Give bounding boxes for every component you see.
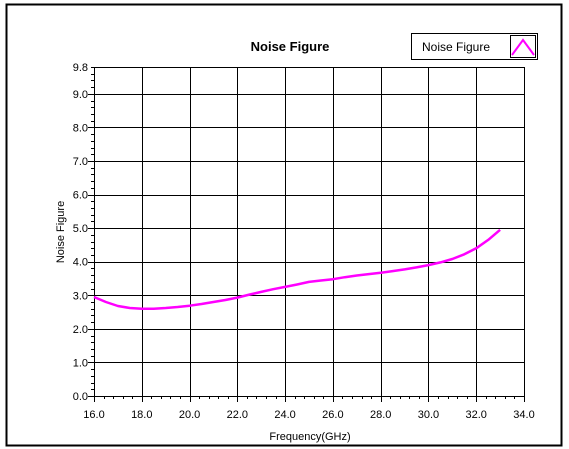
y-tick-label: 8.0 <box>73 122 88 134</box>
legend-swatch-line <box>511 38 535 56</box>
legend-swatch <box>510 35 536 58</box>
series-line-noise-figure <box>93 228 501 310</box>
x-tick-label: 18.0 <box>131 409 152 421</box>
x-tick-label: 34.0 <box>513 409 534 421</box>
y-tick-label: 9.0 <box>73 89 88 101</box>
y-tick-label: 5.0 <box>73 223 88 235</box>
x-tick-label: 24.0 <box>274 409 295 421</box>
y-tick-label: 7.0 <box>73 156 88 168</box>
y-tick-label: 9.8 <box>73 62 88 74</box>
x-tick-label: 30.0 <box>418 409 439 421</box>
x-tick-label: 28.0 <box>370 409 391 421</box>
x-axis-label: Frequency(GHz) <box>269 431 350 443</box>
x-tick-label: 26.0 <box>322 409 343 421</box>
x-tick-label: 32.0 <box>466 409 487 421</box>
y-tick-label: 0.0 <box>73 391 88 403</box>
legend-label: Noise Figure <box>422 40 490 54</box>
chart-frame <box>5 3 563 447</box>
y-tick-labels: 0.0 1.0 2.0 3.0 4.0 5.0 6.0 7.0 8.0 9.0 9.8 <box>73 62 88 403</box>
y-tick-label: 3.0 <box>73 290 88 302</box>
y-tick-label: 2.0 <box>73 324 88 336</box>
legend: Noise Figure <box>411 33 538 60</box>
y-tick-label: 1.0 <box>73 357 88 369</box>
plot-area <box>94 67 525 397</box>
x-tick-labels: 16.0 18.0 20.0 22.0 24.0 26.0 28.0 30.0 32.0 34.0 <box>83 409 534 421</box>
y-tick-label: 4.0 <box>73 257 88 269</box>
x-tick-label: 22.0 <box>227 409 248 421</box>
minor-ticks <box>88 67 525 402</box>
x-tick-label: 20.0 <box>179 409 200 421</box>
y-tick-label: 6.0 <box>73 190 88 202</box>
y-axis-label: Noise Figure <box>55 201 67 263</box>
x-tick-label: 16.0 <box>83 409 104 421</box>
chart-title: Noise Figure <box>251 39 330 54</box>
series-layer <box>93 228 501 310</box>
